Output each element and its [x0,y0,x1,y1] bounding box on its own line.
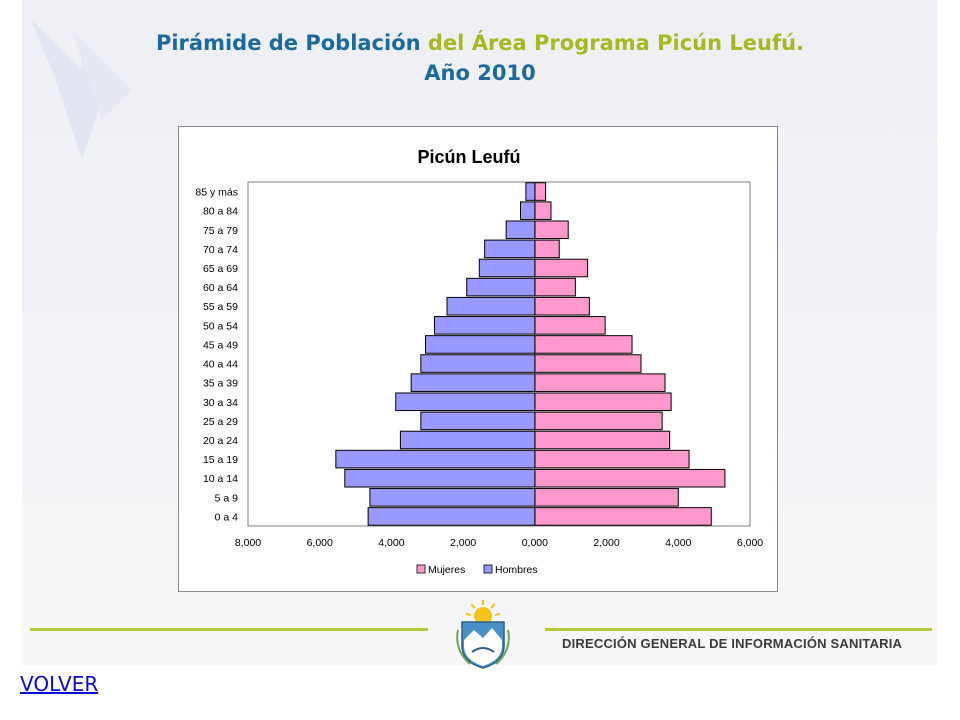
category-label: 75 a 79 [203,225,238,237]
bar-mujeres-7 [534,316,606,335]
x-tick-label: 8,000 [235,537,261,549]
bar-hombres-15 [344,468,536,488]
bar-hombres-9 [420,354,536,373]
category-label: 30 a 34 [203,397,238,409]
title-year: Año 2010 [424,61,536,85]
chart-title: Picún Leufú [418,147,521,167]
bar-hombres-4 [478,258,536,278]
bar-hombres-11 [395,392,536,412]
category-label: 20 a 24 [203,435,238,447]
category-label: 80 a 84 [203,206,238,218]
x-tick-label: 4,000 [665,537,691,549]
bar-hombres-16 [369,488,536,507]
bar-mujeres-8 [534,335,633,354]
bar-mujeres-4 [534,258,589,278]
bar-mujeres-10 [534,373,666,392]
legend-label-hombres: Hombres [495,564,538,576]
category-label: 10 a 14 [203,473,238,485]
bar-mujeres-17 [534,507,712,526]
bar-hombres-7 [433,316,536,335]
bar-hombres-8 [424,335,536,354]
category-label: 55 a 59 [203,301,238,313]
category-label: 15 a 19 [203,454,238,466]
chart-canvas: Picún Leufú 85 y más 80 a 84 75 a 79 70 a 74… [195,147,763,576]
category-label: 85 y más [195,187,238,199]
bar-mujeres-14 [534,449,690,469]
bar-hombres-13 [399,430,536,450]
population-pyramid-chart: Picún Leufú 85 y más 80 a 84 75 a 79 70 a 74… [178,126,778,592]
title-part-1: Pirámide de Población [155,31,421,55]
bar-mujeres-12 [534,411,663,431]
bar-mujeres-1 [534,201,552,220]
bar-hombres-14 [335,449,536,469]
category-label: 60 a 64 [203,282,238,294]
bar-hombres-1 [520,201,536,220]
bar-mujeres-16 [534,488,679,507]
bar-mujeres-9 [534,354,642,373]
bar-mujeres-2 [534,220,569,240]
province-emblem-icon [456,600,510,669]
category-label: 35 a 39 [203,378,238,390]
bar-mujeres-15 [534,468,726,488]
bar-hombres-6 [446,296,536,316]
bar-mujeres-11 [534,392,672,412]
x-tick-label: 0,000 [522,537,548,549]
bar-mujeres-5 [534,277,576,297]
bar-hombres-12 [420,411,536,431]
category-label: 50 a 54 [203,320,238,332]
legend-label-mujeres: Mujeres [428,564,465,576]
category-label: 45 a 49 [203,339,238,351]
x-tick-label: 2,000 [593,537,619,549]
bar-hombres-5 [466,277,536,297]
x-tick-label: 2,000 [450,537,476,549]
bar-hombres-2 [505,220,536,240]
category-label: 40 a 44 [203,359,238,371]
plot-area [247,181,751,527]
bar-mujeres-3 [534,239,560,259]
bar-mujeres-13 [534,430,671,450]
x-tick-label: 6,000 [307,537,333,549]
footer-divider-left [30,628,428,631]
legend-swatch-hombres [483,564,493,574]
category-label: 5 a 9 [215,492,239,504]
volver-link[interactable]: VOLVER [20,672,99,696]
category-label: 0 a 4 [215,511,239,523]
title-part-2: del Área Programa Picún Leufú. [427,31,805,55]
bar-hombres-3 [484,239,536,259]
x-tick-label: 6,000 [737,537,763,549]
category-label: 25 a 29 [203,416,238,428]
bar-hombres-10 [410,373,536,392]
footer-divider-right [545,628,932,631]
bar-mujeres-0 [534,182,547,201]
arrow-watermark-icon [30,18,132,160]
bar-hombres-0 [525,182,536,201]
category-label: 70 a 74 [203,244,238,256]
x-tick-label: 4,000 [378,537,404,549]
legend-swatch-mujeres [416,564,426,574]
bar-mujeres-6 [534,296,590,316]
slide-title: Pirámide de Población del Área Programa … [0,28,960,88]
organization-name: DIRECCIÓN GENERAL DE INFORMACIÓN SANITAR… [562,636,903,651]
bar-hombres-17 [367,507,536,526]
category-label: 65 a 69 [203,263,238,275]
